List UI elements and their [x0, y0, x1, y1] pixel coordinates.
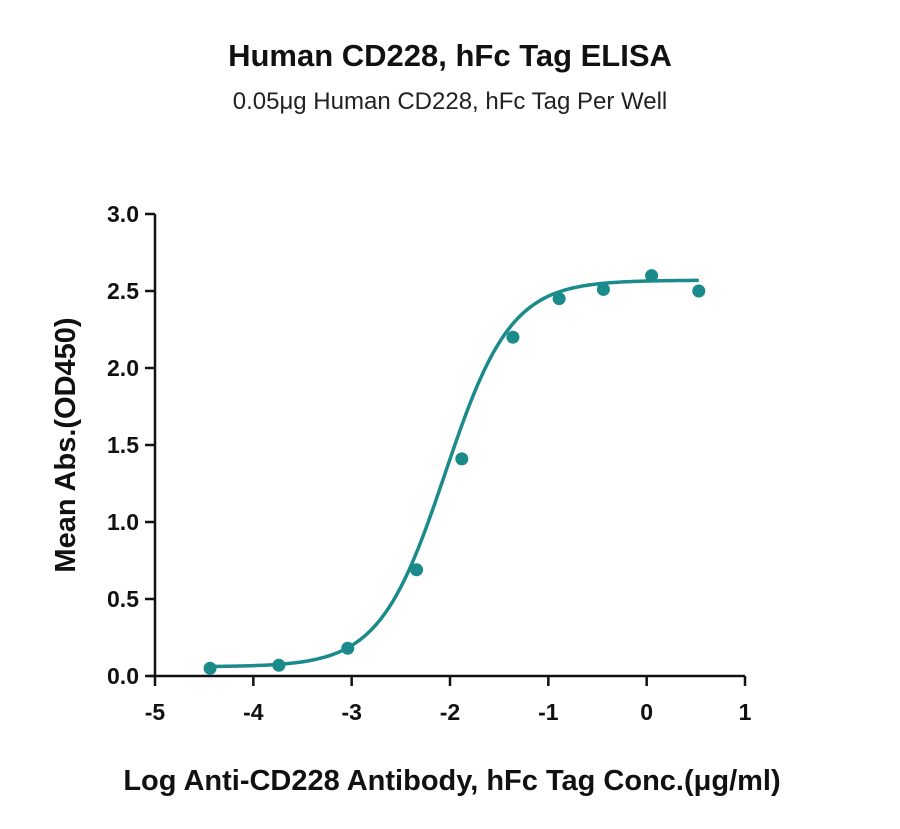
fit-curve [210, 278, 699, 669]
data-point [596, 282, 610, 296]
y-tick-label: 0.5 [107, 586, 139, 612]
y-axis-title: Mean Abs.(OD450) [50, 317, 82, 572]
y-tick-label: 3.0 [107, 201, 139, 227]
x-tick-label: -1 [538, 699, 559, 725]
y-tick-label: 2.5 [107, 278, 139, 304]
x-tick-label: -5 [145, 699, 166, 725]
x-tick-label: 1 [739, 699, 752, 725]
y-tick-label: 1.5 [107, 432, 139, 458]
data-point [410, 563, 424, 577]
data-point [455, 452, 469, 466]
fit-curve-group [210, 278, 699, 669]
data-point [552, 292, 566, 306]
x-axis-title: Log Anti-CD228 Antibody, hFc Tag Conc.(μ… [123, 765, 780, 797]
data-point [272, 658, 286, 672]
data-point [506, 330, 520, 344]
data-point [341, 641, 355, 655]
data-point [692, 284, 706, 298]
x-tick-label: -3 [341, 699, 361, 725]
y-tick-label: 2.0 [107, 355, 139, 381]
y-tick-label: 0.0 [107, 663, 139, 689]
data-point [645, 269, 659, 283]
chart-subtitle: 0.05μg Human CD228, hFc Tag Per Well [232, 88, 668, 115]
data-points [203, 269, 706, 675]
chart-title: Human CD228, hFc Tag ELISA [228, 38, 672, 73]
x-tick-label: -4 [243, 699, 264, 725]
x-tick-label: -2 [440, 699, 460, 725]
axes: 0.0 0.5 1.0 1.5 2.0 2.5 3.0 -5 -4 -3 -2 -1 0 1 [107, 201, 752, 725]
data-point [203, 661, 217, 675]
x-tick-label: 0 [640, 699, 653, 725]
y-tick-label: 1.0 [107, 509, 139, 535]
